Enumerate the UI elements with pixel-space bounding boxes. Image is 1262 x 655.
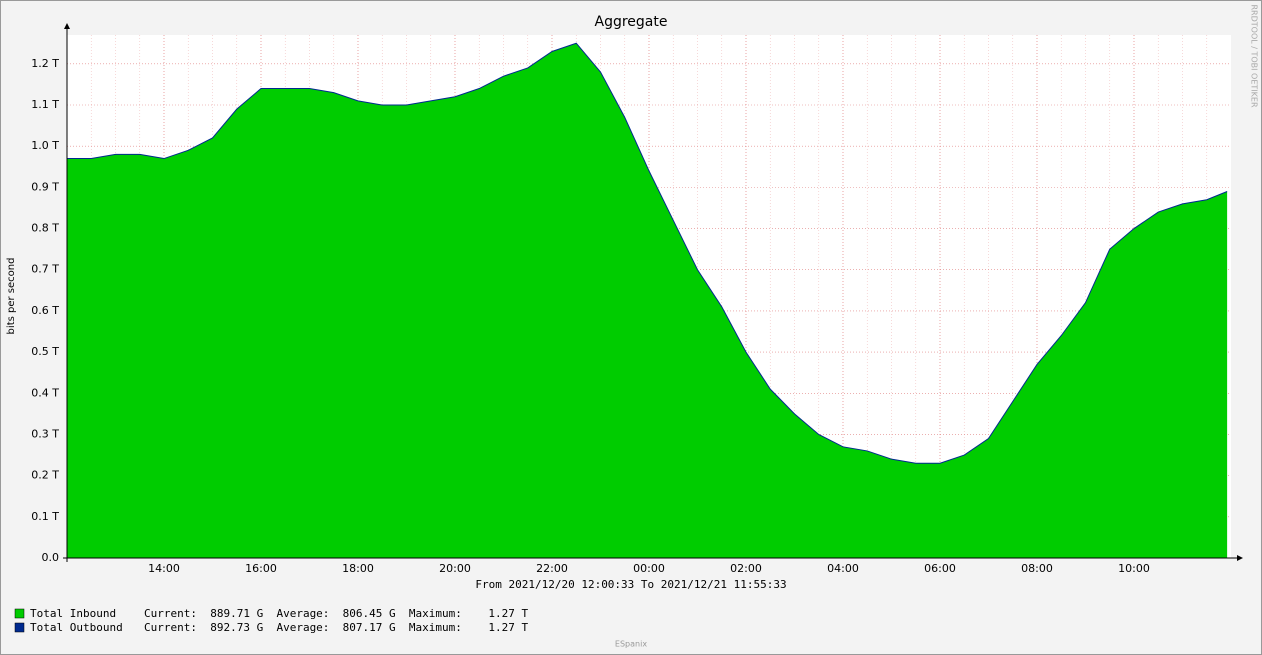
chart-title: Aggregate — [595, 14, 668, 30]
line — [67, 42, 1228, 464]
y-axis-label: bits per second — [6, 258, 17, 335]
footer: ESpanix — [615, 640, 647, 649]
x-tick-label: 00:00 — [633, 562, 665, 575]
y-tick-label: 1.2 T — [31, 57, 59, 70]
x-tick-label: 14:00 — [148, 562, 180, 575]
legend-swatch — [14, 622, 25, 633]
x-tick-label: 10:00 — [1118, 562, 1150, 575]
x-tick-label: 02:00 — [730, 562, 762, 575]
watermark: RRDTOOL / TOBI OETIKER — [1250, 4, 1259, 107]
y-tick-label: 0.2 T — [31, 469, 59, 482]
y-tick-label: 0.8 T — [31, 222, 59, 235]
y-tick-label: 0.6 T — [31, 304, 59, 317]
y-tick-label: 1.1 T — [31, 98, 59, 111]
y-tick-label: 0.1 T — [31, 510, 59, 523]
x-tick-label: 16:00 — [245, 562, 277, 575]
legend-stats: Current: 892.73 G Average: 807.17 G Maxi… — [144, 621, 528, 634]
legend-stats: Current: 889.71 G Average: 806.45 G Maxi… — [144, 607, 528, 620]
y-tick-label: 1.0 T — [31, 139, 59, 152]
y-tick-label: 0.7 T — [31, 263, 59, 276]
legend-name: Total Outbound — [30, 621, 123, 634]
y-tick-label: 0.3 T — [31, 427, 59, 440]
y-tick-label: 0.0 — [42, 551, 60, 564]
x-tick-label: 04:00 — [827, 562, 859, 575]
x-tick-label: 06:00 — [924, 562, 956, 575]
x-arrow — [1237, 555, 1243, 561]
y-arrow — [64, 23, 70, 29]
legend-swatch — [14, 608, 25, 619]
x-caption: From 2021/12/20 12:00:33 To 2021/12/21 1… — [475, 578, 786, 591]
area — [67, 43, 1228, 559]
x-tick-label: 20:00 — [439, 562, 471, 575]
y-tick-label: 0.5 T — [31, 345, 59, 358]
x-tick-label: 22:00 — [536, 562, 568, 575]
y-tick-label: 0.9 T — [31, 180, 59, 193]
y-tick-label: 0.4 T — [31, 386, 59, 399]
x-tick-label: 08:00 — [1021, 562, 1053, 575]
x-tick-label: 18:00 — [342, 562, 374, 575]
legend-name: Total Inbound — [30, 607, 116, 620]
